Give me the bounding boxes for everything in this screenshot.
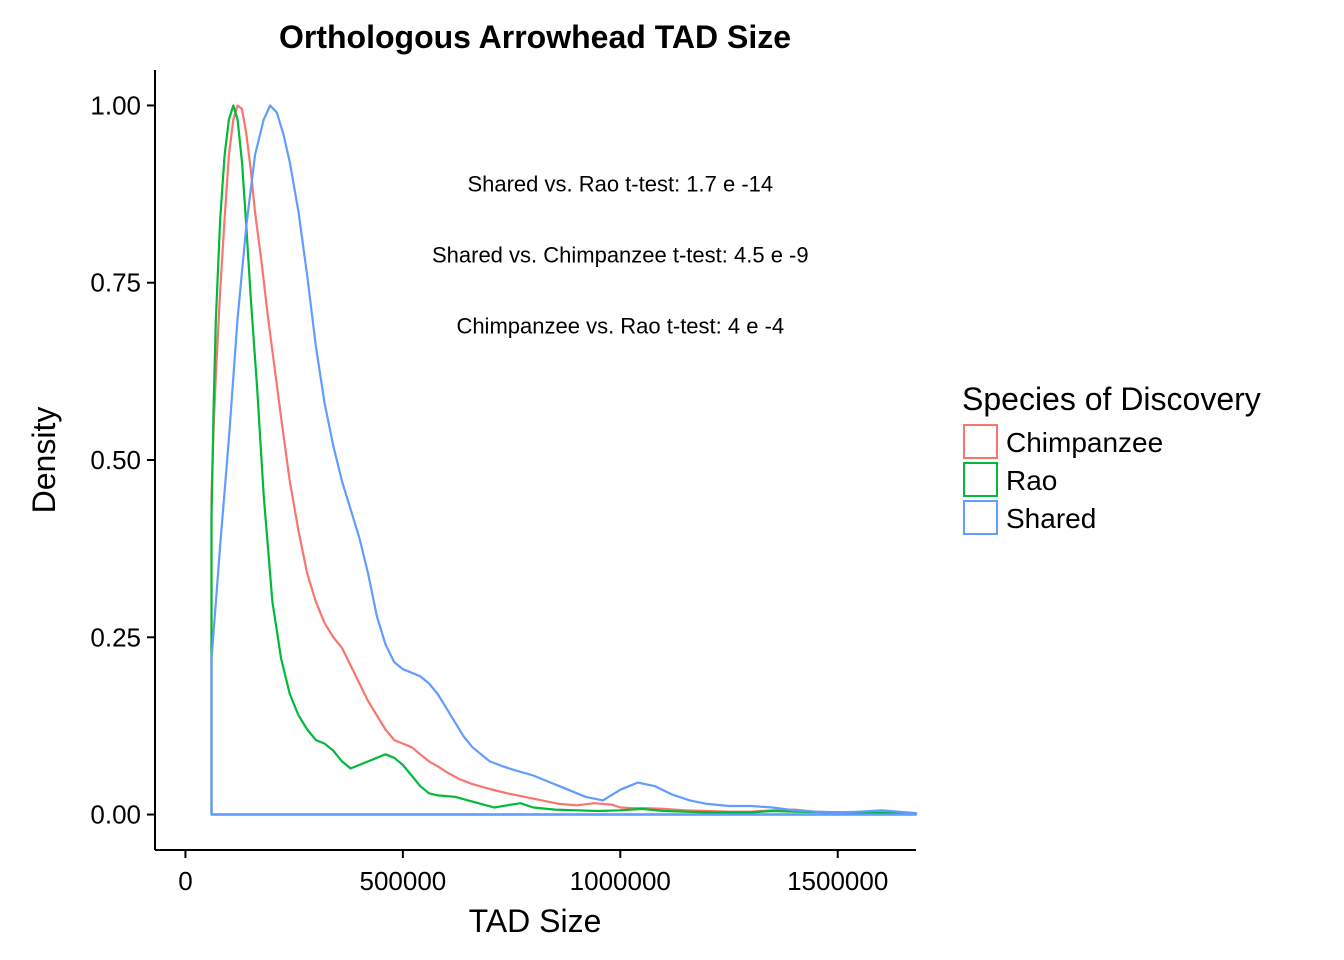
x-tick-label: 1500000 [787,866,888,896]
legend-key-rao [963,462,998,497]
y-tick-label: 0.00 [90,800,141,830]
plot-area [210,104,918,816]
annotation-text: Shared vs. Chimpanzee t-test: 4.5 e -9 [432,242,809,267]
legend-key-shared [963,500,998,535]
x-tick-label: 1000000 [570,866,671,896]
annotation-text: Shared vs. Rao t-test: 1.7 e -14 [467,171,773,196]
y-tick-label: 0.25 [90,622,141,652]
legend-label-rao: Rao [1006,465,1057,496]
annotations: Shared vs. Rao t-test: 1.7 e -14 Shared v… [432,171,809,338]
y-tick-label: 0.75 [90,268,141,298]
y-axis-title: Density [26,407,62,514]
series-line-shared [210,104,918,816]
series-line-rao [210,104,918,816]
x-axis-ticks: 0 500000 1000000 1500000 [178,850,888,896]
series-line-chimpanzee [210,104,918,816]
annotation-text: Chimpanzee vs. Rao t-test: 4 e -4 [456,313,784,338]
legend-label-shared: Shared [1006,503,1096,534]
chart-title: Orthologous Arrowhead TAD Size [279,19,791,55]
legend: Species of Discovery Chimpanzee Rao Shared [962,381,1261,535]
x-tick-label: 500000 [359,866,446,896]
legend-key-chimpanzee [963,424,998,459]
y-axis-ticks: 0.00 0.25 0.50 0.75 1.00 [90,90,155,830]
x-axis-title: TAD Size [469,903,602,939]
legend-label-chimpanzee: Chimpanzee [1006,427,1163,458]
y-tick-label: 1.00 [90,90,141,120]
y-tick-label: 0.50 [90,445,141,475]
x-tick-label: 0 [178,866,192,896]
legend-title: Species of Discovery [962,381,1261,417]
